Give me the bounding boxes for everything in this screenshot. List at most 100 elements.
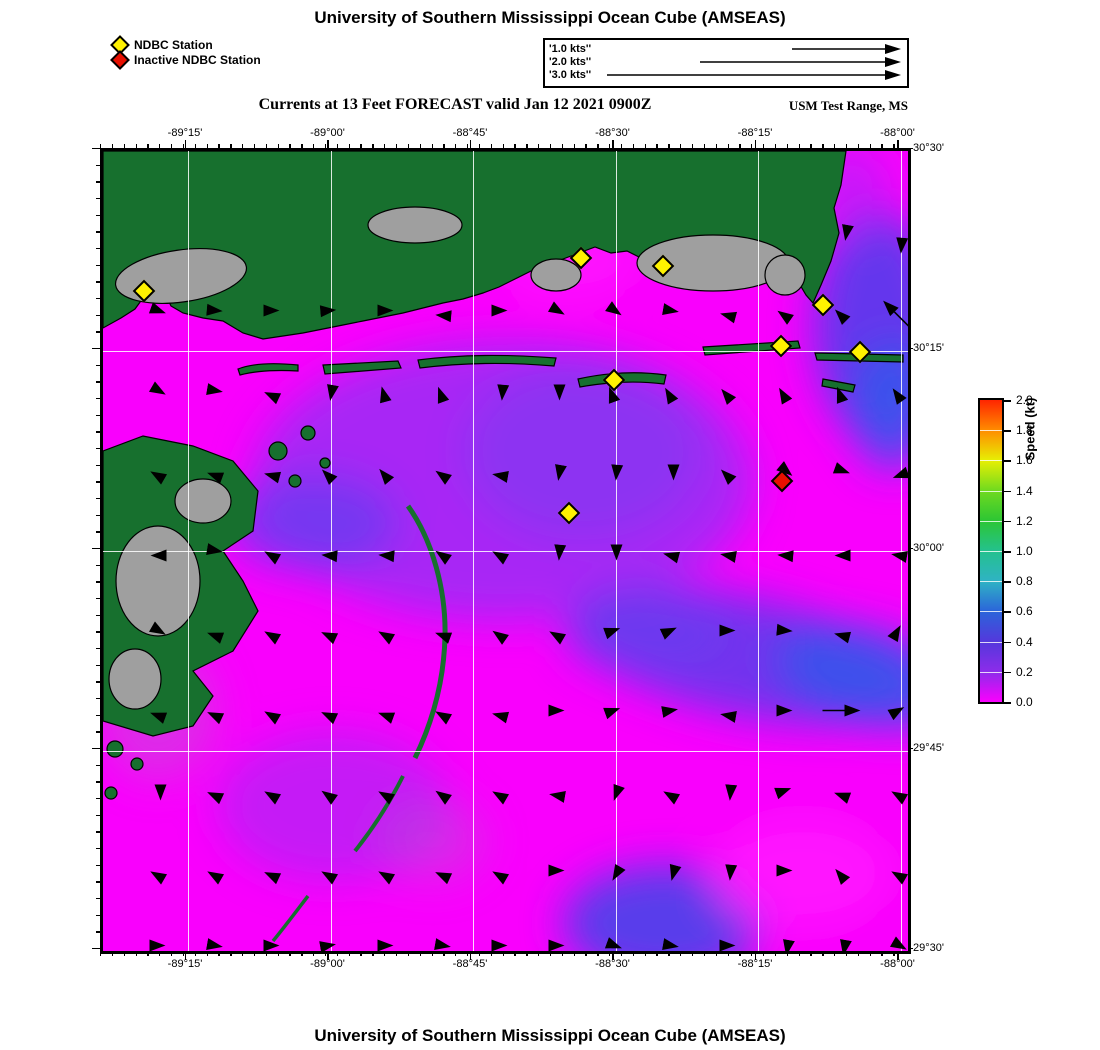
axis-tick [336,144,339,148]
axis-tick [242,144,244,148]
axis-tick [396,952,398,956]
map-canvas[interactable] [100,148,911,954]
current-arrow [719,624,737,643]
current-arrow [660,542,681,565]
current-arrow [718,702,738,724]
current-arrow [320,543,339,563]
axis-tick [218,144,220,148]
axis-tick [289,952,291,956]
current-arrow [205,542,225,564]
axis-tick [96,664,100,667]
current-arrow [146,861,170,886]
axis-tick [324,144,327,148]
lon-label-bottom: -88°45' [452,958,488,970]
current-arrow [545,621,569,646]
current-arrow [776,543,795,563]
axis-tick [96,681,100,683]
current-arrow [204,461,226,485]
colorbar-tick [1004,430,1011,432]
axis-tick [182,952,185,956]
current-arrow [602,382,626,404]
current-arrow [772,460,797,485]
scale-row-label: '3.0 kts'' [549,69,592,81]
current-arrow [431,460,456,485]
axis-tick [96,431,100,433]
axis-tick [96,898,100,900]
axis-tick [96,281,100,283]
lon-label-bottom: -88°00' [880,958,915,970]
current-arrow [431,701,455,726]
axis-tick [96,631,100,633]
lat-label-right: 30°00' [913,542,944,554]
axis-tick [206,144,208,148]
axis-tick [692,952,694,956]
colorbar-tick-label: 0.2 [1016,664,1033,679]
current-arrow [545,301,569,326]
current-arrow [203,701,226,725]
axis-tick [407,144,410,148]
axis-tick [893,144,895,148]
lon-label-top: -88°15' [737,127,773,139]
axis-tick [754,140,757,148]
current-arrow [205,382,225,404]
colorbar-tick [1004,400,1011,402]
region-label: USM Test Range, MS [788,98,908,113]
legend-label: Inactive NDBC Station [134,52,261,67]
axis-tick [96,214,100,216]
axis-tick [822,144,824,148]
axis-tick [467,952,469,956]
current-arrow [774,781,796,805]
page-title: University of Southern Mississippi Ocean… [314,8,786,27]
gridline-parallel [103,351,908,352]
axis-tick [92,347,100,350]
current-arrow [604,464,624,483]
current-arrow [718,784,738,803]
current-arrow [260,701,284,726]
colorbar-gridline [980,430,1002,432]
lat-label-right: 30°30' [913,142,944,154]
axis-tick [845,144,848,148]
axis-tick [242,952,244,956]
axis-tick [739,952,741,956]
speed-colorbar [978,398,1004,704]
colorbar-tick-label: 2.0 [1016,393,1033,407]
lon-label-top: -88°00' [880,127,915,139]
axis-tick [277,144,279,148]
lon-label-bottom: -88°30' [595,958,630,970]
axis-tick [96,198,100,200]
current-arrow [488,861,512,886]
axis-tick [360,952,362,956]
lon-label-bottom: -89°00' [310,958,345,970]
colorbar-tick-label: 1.2 [1016,513,1033,528]
axis-tick [96,331,100,333]
lat-label-right: 30°15' [913,342,944,354]
current-arrow [603,621,625,645]
axis-tick [384,144,386,148]
axis-tick [774,952,777,956]
axis-tick [96,698,100,700]
current-arrow [776,704,794,723]
axis-tick [96,731,100,733]
axis-tick [798,144,800,148]
axis-tick [384,952,386,956]
axis-tick [348,952,350,956]
axis-tick [230,952,232,956]
current-arrow [546,463,568,483]
axis-tick [313,144,315,148]
colorbar-tick [1004,611,1011,613]
current-arrow [146,381,170,406]
axis-tick [96,598,100,600]
axis-tick [301,144,303,148]
axis-tick [644,144,646,148]
axis-tick [893,952,895,956]
axis-tick [490,952,493,956]
current-arrow [831,781,853,805]
axis-tick [526,144,528,148]
axis-tick [478,952,481,956]
current-arrow [548,704,566,723]
current-arrow [377,543,396,563]
axis-tick [96,398,100,400]
axis-tick [301,952,303,956]
current-arrow [488,541,512,566]
current-arrow [432,621,454,645]
